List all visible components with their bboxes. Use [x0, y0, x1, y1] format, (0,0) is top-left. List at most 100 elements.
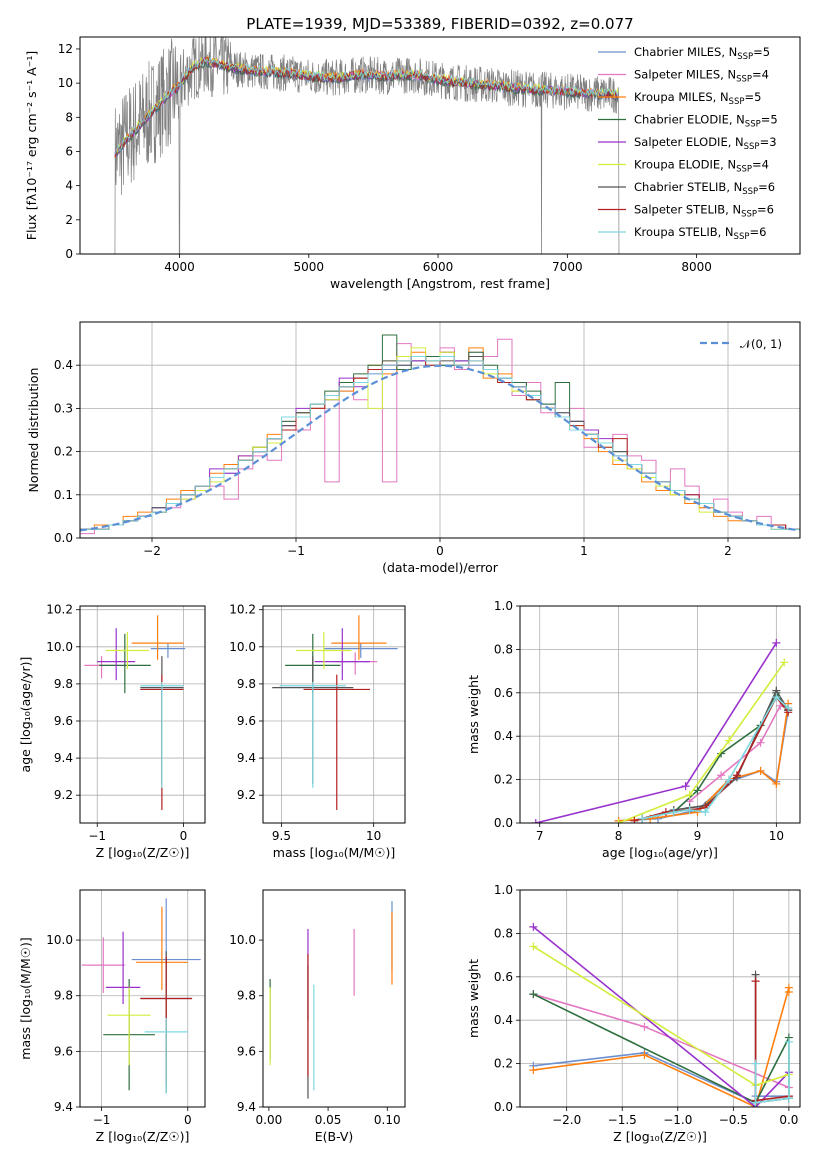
- age-weight-point-marker: [772, 779, 781, 788]
- age-weight-point-marker: [772, 638, 781, 647]
- z-weight-series-line: [533, 1051, 789, 1104]
- mass-age-frame: [262, 605, 406, 824]
- ebv-mass-ytick-label: 9.8: [237, 989, 256, 1003]
- spectrum-axes: 4000 5000 6000 7000 8000 0 2 4 6 8 10 12 wavelength …: [24, 42, 712, 291]
- z-weight-point-marker: [529, 922, 538, 931]
- z-weight-ylabel: mass weight: [466, 959, 481, 1038]
- age-weight-xtick-label: 10: [769, 829, 784, 843]
- spectrum-ytick-label: 8: [65, 110, 73, 124]
- spectrum-legend-label: Salpeter MILES, NSSP=4: [634, 68, 769, 85]
- age-weight-point-marker: [669, 808, 678, 817]
- mass-age-ytick-label: 9.2: [237, 788, 256, 802]
- age-weight-point-marker: [784, 703, 793, 712]
- z-weight-axes: −2.0 −1.5 −1.0 −0.5 0.0 0.0 0.2 0.4 0.6 0.8 1.0 Z […: [466, 883, 800, 1144]
- spectrum-legend-label: Kroupa ELODIE, NSSP=4: [634, 158, 769, 175]
- spectrum-xtick-label: 6000: [423, 260, 454, 274]
- z-weight-series-line: [533, 993, 790, 1089]
- mass-age-ytick-label: 9.6: [237, 714, 256, 728]
- z-weight-point-marker: [784, 987, 793, 996]
- residuals-xtick-label: 1: [580, 544, 588, 558]
- spectrum-legend-sub: SSP: [729, 97, 745, 107]
- age-weight-point-marker: [531, 819, 540, 823]
- ebv-mass-xtick-label: 0.05: [315, 1113, 342, 1127]
- spectrum-legend-name: Salpeter MILES, N: [634, 68, 736, 82]
- spectrum-xlabel: wavelength [Angstrom, rest frame]: [330, 276, 550, 291]
- mass-age-ytick-label: 10.0: [229, 640, 256, 654]
- age-weight-point-marker: [681, 782, 690, 791]
- age-weight-ylabel: mass weight: [466, 675, 481, 754]
- z-weight-xtick-label: −0.5: [719, 1113, 748, 1127]
- age-weight-point-marker: [732, 771, 741, 780]
- spectrum-legend-value: =6: [758, 180, 775, 194]
- ebv-mass-xtick-label: 0.00: [256, 1113, 283, 1127]
- age-weight-ytick-label: 0.4: [494, 729, 513, 743]
- z-age-ytick-label: 10.0: [46, 640, 73, 654]
- z-mass-ytick-label: 10.0: [46, 933, 73, 947]
- spectrum-legend-value: =6: [749, 225, 766, 239]
- spectrum-legend-label: Kroupa MILES, NSSP=5: [634, 90, 761, 107]
- residuals-xlabel: (data-model)/error: [382, 560, 499, 575]
- spectrum-legend-label: Chabrier MILES, NSSP=5: [634, 45, 770, 62]
- age-weight-point-marker: [725, 775, 734, 784]
- age-weight-series-line: [618, 710, 789, 822]
- spectrum-title: PLATE=1939, MJD=53389, FIBERID=0392, z=0…: [246, 15, 633, 33]
- mass-age-ytick-label: 10.2: [229, 603, 256, 617]
- residuals-ytick-label: 0.3: [54, 401, 73, 415]
- ebv-mass-ytick-label: 10.0: [229, 933, 256, 947]
- age-weight-point-marker: [638, 814, 647, 823]
- residuals-frame: [79, 321, 801, 539]
- spectrum-legend-name: Chabrier ELODIE, N: [634, 113, 745, 127]
- age-weight-ytick-label: 0.0: [494, 816, 513, 830]
- residuals-ytick-label: 0.1: [54, 488, 73, 502]
- spectrum-ytick-label: 2: [65, 213, 73, 227]
- spectrum-legend-sub: SSP: [742, 187, 758, 197]
- spectrum-legend-name: Salpeter STELIB, N: [634, 203, 741, 217]
- z-mass-ytick-label: 9.8: [54, 989, 73, 1003]
- age-weight-xlabel: age [log₁₀(age/yr)]: [602, 845, 718, 860]
- spectrum-legend-name: Kroupa MILES, N: [634, 90, 729, 104]
- spectrum-lines: [114, 37, 620, 254]
- mass-age-ytick-label: 9.8: [237, 677, 256, 691]
- age-weight-point-marker: [701, 808, 710, 817]
- z-age-ytick-label: 9.4: [54, 751, 73, 765]
- ebv-mass-xtick-label: 0.10: [374, 1113, 401, 1127]
- age-weight-xtick-label: 7: [536, 829, 544, 843]
- age-weight-point-marker: [772, 693, 781, 702]
- z-mass-ylabel: mass [log₁₀(M/M☉)]: [18, 937, 33, 1059]
- spectrum-ytick-label: 12: [58, 42, 73, 56]
- z-age-ytick-label: 10.2: [46, 603, 73, 617]
- age-weight-point-marker: [756, 738, 765, 747]
- residuals-xtick-label: 2: [724, 544, 732, 558]
- residuals-xtick-label: −2: [143, 544, 161, 558]
- z-age-xtick-label: 0: [180, 829, 188, 843]
- mass-age-xtick-label: 10: [366, 829, 381, 843]
- age-weight-point-marker: [725, 736, 734, 745]
- z-age-xlabel: Z [log₁₀(Z/Z☉)]: [96, 845, 190, 860]
- spectrum-legend-label: Salpeter ELODIE, NSSP=3: [634, 135, 777, 152]
- spectrum-legend-sub: SSP: [736, 75, 752, 85]
- z-weight-ytick-label: 0.0: [494, 1100, 513, 1114]
- z-weight-point-marker: [751, 977, 760, 986]
- z-mass-ytick-label: 9.6: [54, 1044, 73, 1058]
- z-weight-xtick-label: −1.0: [663, 1113, 692, 1127]
- age-weight-series-line: [535, 642, 777, 823]
- ebv-mass-axes: 0.00 0.05 0.10 9.4 9.6 9.8 10.0 E(B-V): [229, 933, 400, 1144]
- age-weight-point-marker: [693, 786, 702, 795]
- z-age-ytick-label: 9.6: [54, 714, 73, 728]
- z-weight-point-marker: [784, 1037, 793, 1046]
- age-weight-series-line: [618, 661, 785, 823]
- spectrum-legend-sub: SSP: [736, 165, 752, 175]
- z-age-ytick-label: 9.8: [54, 677, 73, 691]
- z-weight-point-marker: [784, 1094, 793, 1103]
- z-weight-point-marker: [529, 990, 538, 999]
- mass-age-xlabel: mass [log₁₀(M/M☉)]: [273, 845, 395, 860]
- spectrum-xtick-label: 5000: [294, 260, 325, 274]
- spectrum-xtick-label: 8000: [681, 260, 712, 274]
- ebv-mass-ytick-label: 9.4: [237, 1100, 256, 1114]
- spectrum-legend-value: =3: [760, 135, 777, 149]
- age-weight-point-marker: [780, 658, 789, 667]
- age-weight-xtick-label: 9: [694, 829, 702, 843]
- spectrum-legend-name: Chabrier STELIB, N: [634, 180, 742, 194]
- age-weight-point-marker: [661, 808, 670, 817]
